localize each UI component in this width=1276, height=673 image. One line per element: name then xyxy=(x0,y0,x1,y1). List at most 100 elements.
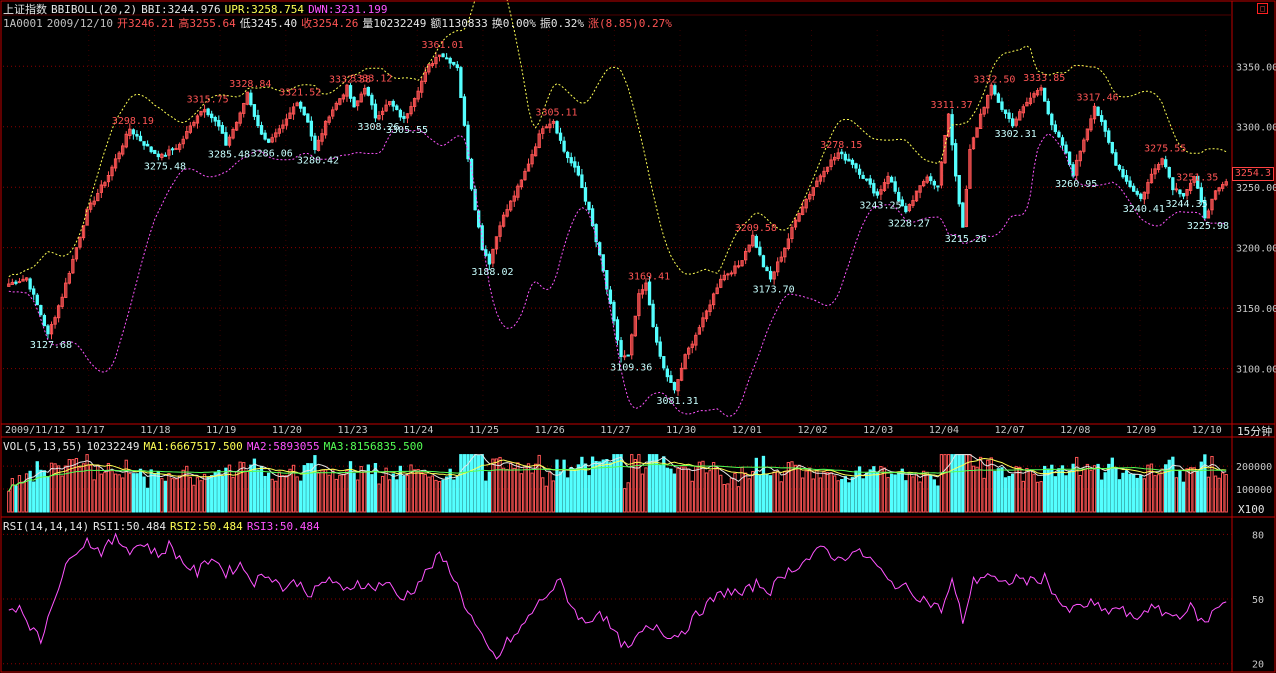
volume-bar xyxy=(804,470,808,513)
candle-body xyxy=(14,281,18,284)
volume-bar xyxy=(1206,476,1211,513)
volume-bar xyxy=(128,472,132,513)
candle-body xyxy=(295,102,299,107)
volume-bar xyxy=(566,477,570,513)
volume-bar xyxy=(412,469,417,513)
volume-bar xyxy=(99,473,103,513)
vol-ma3: MA3:8156835.500 xyxy=(323,440,424,453)
candle-body xyxy=(808,193,812,200)
volume-bar xyxy=(708,470,712,513)
candle-body xyxy=(893,181,897,192)
volume-bar xyxy=(113,473,118,513)
candle-body xyxy=(121,145,125,155)
volume-bar xyxy=(598,461,602,513)
candle-body xyxy=(939,161,944,186)
volume-bar xyxy=(291,464,296,513)
volume-bar xyxy=(1060,465,1065,513)
candle-body xyxy=(612,301,616,322)
volume-bar xyxy=(523,466,527,513)
candle-body xyxy=(256,115,260,127)
volume-bar xyxy=(622,488,627,513)
volume-bar xyxy=(986,459,990,513)
candle-body xyxy=(412,98,417,107)
candle-body xyxy=(32,288,36,295)
volume-bar xyxy=(288,468,292,513)
candle-body xyxy=(622,355,627,358)
price-annotations: 3361.01 3127.68 3298.19 3275.48 3315.75 3285.… xyxy=(30,40,1229,407)
candle-body xyxy=(715,287,719,295)
price-tick-label: 3350.00 xyxy=(1236,62,1276,73)
volume-bar xyxy=(302,465,306,513)
volume-ma-line xyxy=(8,454,1227,492)
peak-label: 3275.48 xyxy=(144,161,186,172)
volume-bar xyxy=(1071,463,1075,513)
volume-bar xyxy=(608,462,613,513)
candle-body xyxy=(1213,190,1218,200)
candle-body xyxy=(138,135,143,142)
volume-bar xyxy=(373,463,378,513)
maximize-icon[interactable]: □ xyxy=(1257,3,1268,14)
candle-body xyxy=(331,109,335,117)
volume-bar xyxy=(380,475,385,513)
candle-body xyxy=(665,368,669,378)
volume-bar xyxy=(348,461,353,513)
candle-body xyxy=(1067,151,1072,166)
volume-bar xyxy=(28,470,32,513)
candle-body xyxy=(950,114,954,146)
volume-bar xyxy=(56,465,61,513)
candle-body xyxy=(911,200,915,206)
volume-bar xyxy=(71,459,75,513)
candle-body xyxy=(1089,118,1093,131)
peak-label: 3308.26 xyxy=(357,122,399,133)
volume-bar xyxy=(989,457,993,513)
candle-body xyxy=(213,116,217,122)
candle-body xyxy=(149,146,153,153)
candle-body xyxy=(145,143,150,147)
candle-body xyxy=(1153,168,1157,175)
volume-bar xyxy=(444,476,449,513)
volume-bar xyxy=(1203,454,1207,513)
peak-label: 3311.37 xyxy=(931,100,973,111)
candle-body xyxy=(67,273,71,284)
peak-label: 3251.35 xyxy=(1176,173,1218,184)
date-tick-label: 11/27 xyxy=(600,425,630,436)
volume-bar xyxy=(1185,468,1189,513)
candle-body xyxy=(60,296,64,307)
candle-body xyxy=(359,93,363,103)
candle-body xyxy=(78,236,82,248)
candle-body xyxy=(234,121,239,131)
volume-bar xyxy=(914,472,919,513)
volume-bar xyxy=(1067,470,1072,513)
candle-body xyxy=(195,115,200,124)
volume-bar xyxy=(1007,475,1011,513)
candle-body xyxy=(719,278,723,288)
volume-bar xyxy=(202,473,207,513)
candle-body xyxy=(1050,113,1054,126)
volume-bar xyxy=(188,477,192,513)
volume-bar xyxy=(1117,479,1122,513)
lower-band-line xyxy=(8,127,1227,417)
price-tick-label: 3300.00 xyxy=(1236,123,1276,134)
candle-body xyxy=(192,121,196,126)
price-tick-label: 3250.00 xyxy=(1236,183,1276,194)
candle-body xyxy=(313,135,317,151)
volume-bar xyxy=(1160,468,1164,513)
volume-tick-label: 100000 xyxy=(1236,485,1272,496)
candle-body xyxy=(825,166,830,172)
volume-bar xyxy=(160,478,164,513)
volume-bar xyxy=(587,475,591,513)
volume-bar xyxy=(352,473,356,513)
candle-body xyxy=(363,88,367,95)
volume-bar xyxy=(601,459,605,513)
volume-bar xyxy=(388,479,392,513)
volume-bar xyxy=(60,475,64,513)
candle-body xyxy=(1099,115,1104,122)
candle-body xyxy=(711,293,716,306)
candle-body xyxy=(566,151,570,159)
change-info: 涨(8.85)0.27% xyxy=(588,17,672,30)
volume-bar xyxy=(231,476,235,513)
candle-body xyxy=(551,121,556,124)
volume-bar xyxy=(971,465,976,513)
